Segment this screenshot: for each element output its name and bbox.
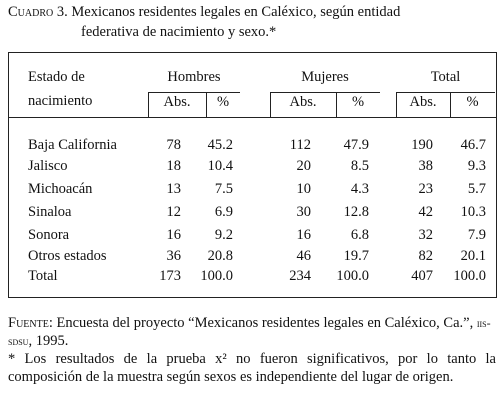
cell: 23 bbox=[418, 181, 434, 197]
cell: 10 bbox=[296, 181, 312, 197]
source-text: Encuesta del proyecto “Mexicanos residen… bbox=[56, 315, 474, 331]
cell: 9.2 bbox=[214, 227, 233, 243]
cell: 20 bbox=[296, 158, 312, 174]
sub-header: % bbox=[351, 94, 365, 110]
cell: 20.8 bbox=[207, 248, 233, 264]
cell: 6.8 bbox=[350, 227, 369, 243]
column-rule bbox=[336, 92, 337, 117]
cell: 36 bbox=[166, 248, 182, 264]
cell: 6.9 bbox=[214, 204, 233, 220]
row-label: Jalisco bbox=[28, 158, 68, 174]
row-label: Baja California bbox=[28, 137, 117, 153]
row-label: Sinaloa bbox=[28, 204, 72, 220]
cell: 16 bbox=[166, 227, 182, 243]
group-rule bbox=[270, 92, 380, 93]
cell: 10.4 bbox=[207, 158, 233, 174]
cell: 47.9 bbox=[343, 137, 369, 153]
sub-header: Abs. bbox=[289, 94, 317, 110]
caption-text: Mexicanos residentes legales en Caléxico… bbox=[71, 4, 401, 20]
significance-note: * Los resultados de la prueba x² no fuer… bbox=[8, 351, 496, 385]
cell: 13 bbox=[166, 181, 182, 197]
caption-label: Cuadro 3. bbox=[8, 4, 68, 20]
source-note: Fuente: Encuesta del proyecto “Mexicanos… bbox=[8, 314, 496, 350]
group-rule bbox=[148, 92, 240, 93]
cell: 18 bbox=[166, 158, 182, 174]
column-rule bbox=[148, 92, 149, 117]
cell: 45.2 bbox=[207, 137, 233, 153]
cell: 9.3 bbox=[467, 158, 486, 174]
cell: 4.3 bbox=[350, 181, 369, 197]
source-year: , 1995. bbox=[28, 333, 69, 349]
group-header: Total bbox=[430, 69, 461, 85]
header-rule bbox=[8, 117, 496, 118]
table-border bbox=[8, 52, 497, 298]
cell: 42 bbox=[418, 204, 434, 220]
group-header: Mujeres bbox=[301, 69, 349, 85]
row-label: Total bbox=[28, 268, 58, 284]
row-label-header: nacimiento bbox=[28, 93, 93, 109]
cell: 16 bbox=[296, 227, 312, 243]
sub-header: Abs. bbox=[409, 94, 437, 110]
cell: 20.1 bbox=[460, 248, 486, 264]
cell: 100.0 bbox=[336, 268, 369, 284]
cell: 30 bbox=[296, 204, 312, 220]
cell: 32 bbox=[418, 227, 434, 243]
cell: 5.7 bbox=[467, 181, 486, 197]
column-rule bbox=[270, 92, 271, 117]
cell: 82 bbox=[418, 248, 434, 264]
group-rule bbox=[396, 92, 495, 93]
cell: 234 bbox=[289, 268, 311, 284]
cell: 7.9 bbox=[467, 227, 486, 243]
cell: 112 bbox=[289, 137, 311, 153]
row-label: Otros estados bbox=[28, 248, 107, 264]
group-header: Hombres bbox=[167, 69, 221, 85]
cell: 78 bbox=[166, 137, 182, 153]
cell: 190 bbox=[411, 137, 433, 153]
row-label-header: Estado de bbox=[28, 69, 85, 85]
row-label: Michoacán bbox=[28, 181, 93, 197]
source-org: iis-sdsu bbox=[8, 316, 491, 348]
cell: 12.8 bbox=[343, 204, 369, 220]
cell: 173 bbox=[159, 268, 181, 284]
cell: 100.0 bbox=[453, 268, 486, 284]
cell: 100.0 bbox=[200, 268, 233, 284]
row-label: Sonora bbox=[28, 227, 70, 243]
column-rule bbox=[450, 92, 451, 117]
sub-header: % bbox=[216, 94, 230, 110]
cell: 46 bbox=[296, 248, 312, 264]
cell: 38 bbox=[418, 158, 434, 174]
cell: 10.3 bbox=[460, 204, 486, 220]
caption-text: federativa de nacimiento y sexo.* bbox=[81, 24, 277, 40]
cell: 8.5 bbox=[350, 158, 369, 174]
column-rule bbox=[206, 92, 207, 117]
caption-line: Cuadro 3. Mexicanos residentes legales e… bbox=[8, 4, 400, 21]
cell: 407 bbox=[411, 268, 433, 284]
column-rule bbox=[396, 92, 397, 117]
source-label: Fuente: bbox=[8, 315, 53, 331]
cell: 7.5 bbox=[214, 181, 233, 197]
sub-header: Abs. bbox=[163, 94, 191, 110]
cell: 12 bbox=[166, 204, 182, 220]
cell: 19.7 bbox=[343, 248, 369, 264]
sub-header: % bbox=[466, 94, 479, 110]
cell: 46.7 bbox=[460, 137, 486, 153]
